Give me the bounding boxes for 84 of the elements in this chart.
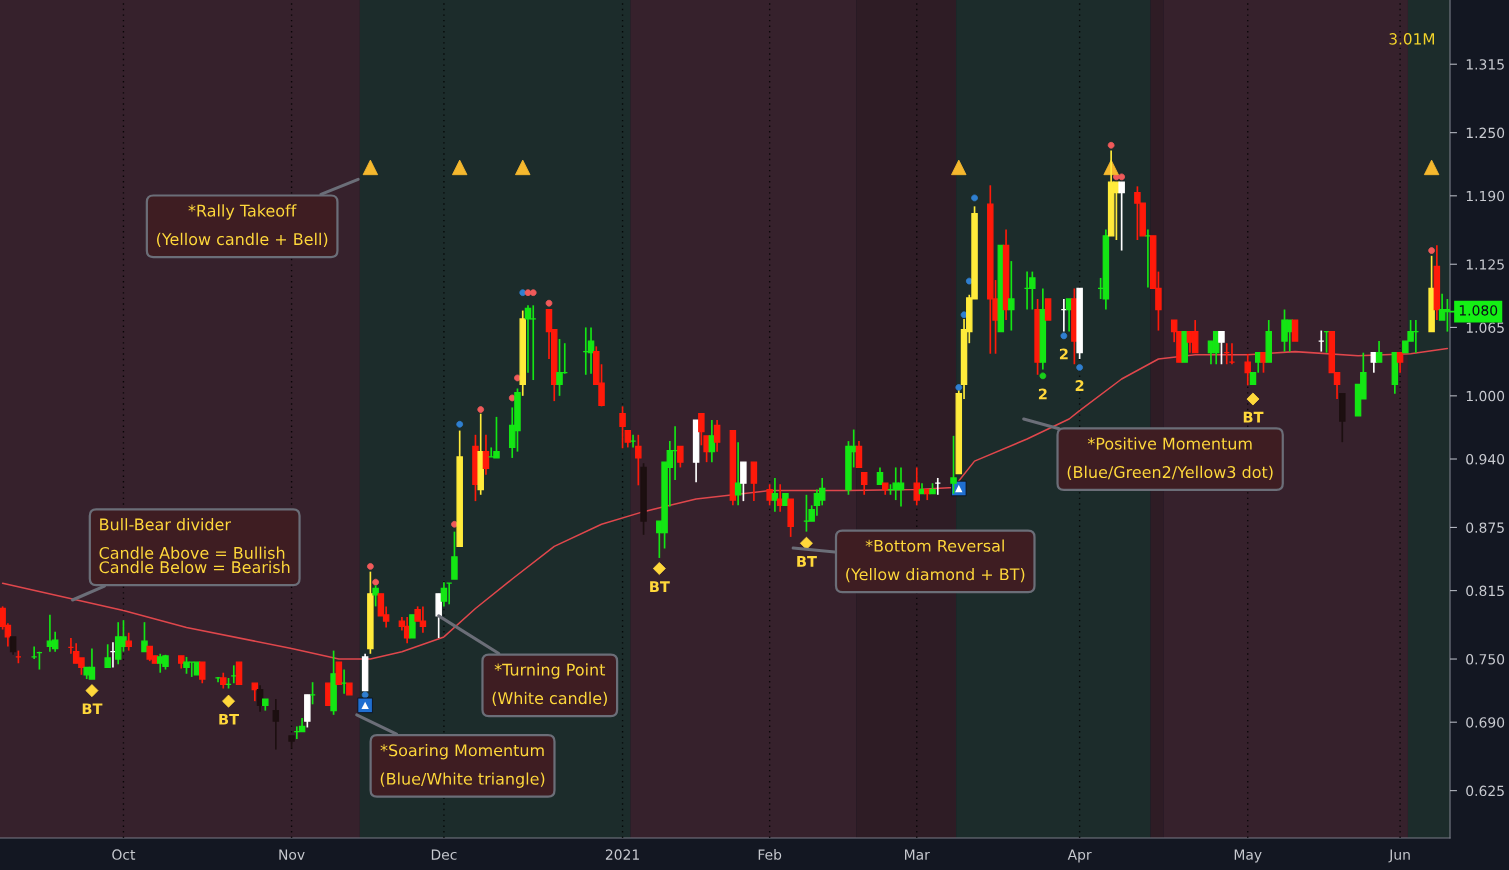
annotation: BT [219, 713, 239, 725]
candlestick [1291, 319, 1299, 342]
candlestick [141, 621, 148, 653]
x-tick-label: Jun [1388, 849, 1410, 863]
candlestick [635, 433, 642, 487]
x-tick-label: Apr [1067, 849, 1092, 863]
candlestick [1281, 308, 1288, 353]
y-tick-label: 1.125 [1466, 259, 1504, 270]
candlestick [1191, 319, 1199, 354]
x-tick-label: Oct [112, 849, 136, 860]
candlestick [556, 338, 563, 397]
candlestick [750, 461, 758, 502]
annotation: BT [650, 581, 670, 592]
annotation: BT [1243, 411, 1264, 423]
x-tick-label: 2021 [605, 849, 639, 860]
y-tick-label: 1.065 [1466, 322, 1504, 333]
point [357, 697, 373, 714]
candlestick [1008, 260, 1015, 332]
candlestick [482, 433, 490, 476]
annotation: *Rally Takeoff (Yellow candle + Bell) [157, 204, 328, 248]
point [951, 159, 967, 176]
candlestick [451, 530, 458, 580]
candlestick [272, 698, 280, 751]
y-tick-label: 1.315 [1466, 59, 1504, 70]
x-tick-label: Nov [279, 849, 305, 860]
point [362, 159, 379, 176]
point [1423, 159, 1440, 176]
annotation: Bull-Bear divider Candle Above = Bullish Candle Below = Bearish [99, 518, 290, 574]
y-tick-label: 0.625 [1466, 785, 1504, 797]
candlestick [1044, 298, 1052, 321]
annotation: 2 [1038, 388, 1047, 400]
x-tick-label: Feb [758, 849, 782, 860]
candlestick [1375, 340, 1383, 363]
y-tick-label: 1.190 [1466, 190, 1505, 202]
y-tick-label: 1.250 [1466, 127, 1505, 139]
point [451, 159, 468, 176]
x-tick-label: May [1234, 849, 1262, 863]
candlestick [703, 435, 710, 463]
annotation: BT [82, 703, 103, 715]
annotation: BT [797, 556, 817, 567]
candlestick [235, 661, 243, 686]
y-tick-label: 0.940 [1466, 453, 1505, 465]
candlestick [409, 613, 416, 639]
y-tick-label: 0.690 [1466, 717, 1505, 728]
annotation: *Soaring Momentum (Blue/White triangle) [380, 743, 545, 788]
annotation: 2 [1059, 348, 1068, 360]
candlestick [740, 461, 747, 502]
annotation: *Positive Momentum (Blue/Green2/Yellow3 dot) [1067, 437, 1273, 480]
y-tick-label: 0.815 [1466, 585, 1504, 597]
candlestick [435, 592, 442, 639]
point [85, 684, 99, 698]
x-tick-label: Mar [905, 849, 930, 860]
candlestick [950, 435, 957, 495]
candlestick [1396, 351, 1404, 374]
annotation: 2 [1075, 380, 1084, 391]
candlestick [677, 445, 684, 469]
annotation: *Bottom Reversal (Yellow diamond + BT) [846, 539, 1025, 583]
candlestick [199, 661, 206, 685]
y-tick-label: 0.875 [1466, 522, 1504, 533]
x-tick-label: Dec [431, 849, 457, 860]
candlestick [1244, 352, 1251, 387]
point [222, 694, 236, 708]
candlestick [587, 326, 595, 375]
point [1246, 392, 1260, 406]
candlestick [713, 419, 721, 453]
y-tick-label: 1.000 [1466, 390, 1505, 402]
candlestick [766, 483, 773, 507]
candlestick [1118, 181, 1125, 252]
candlestick [1438, 292, 1446, 321]
candlestick [619, 405, 626, 450]
annotation: *Turning Point (White candle) [492, 663, 607, 707]
y-tick-label: 0.750 [1466, 654, 1505, 665]
point [515, 159, 531, 176]
point [652, 562, 666, 575]
annotation: 3.01M [1389, 33, 1435, 45]
candlestick [855, 440, 863, 469]
candlestick [629, 433, 637, 449]
point [799, 536, 813, 550]
candlestick [104, 643, 111, 669]
candlestick [440, 581, 448, 608]
candlestick [335, 661, 343, 686]
candlestick [1218, 330, 1225, 366]
candlestick [493, 416, 500, 459]
candlestick [860, 471, 868, 496]
